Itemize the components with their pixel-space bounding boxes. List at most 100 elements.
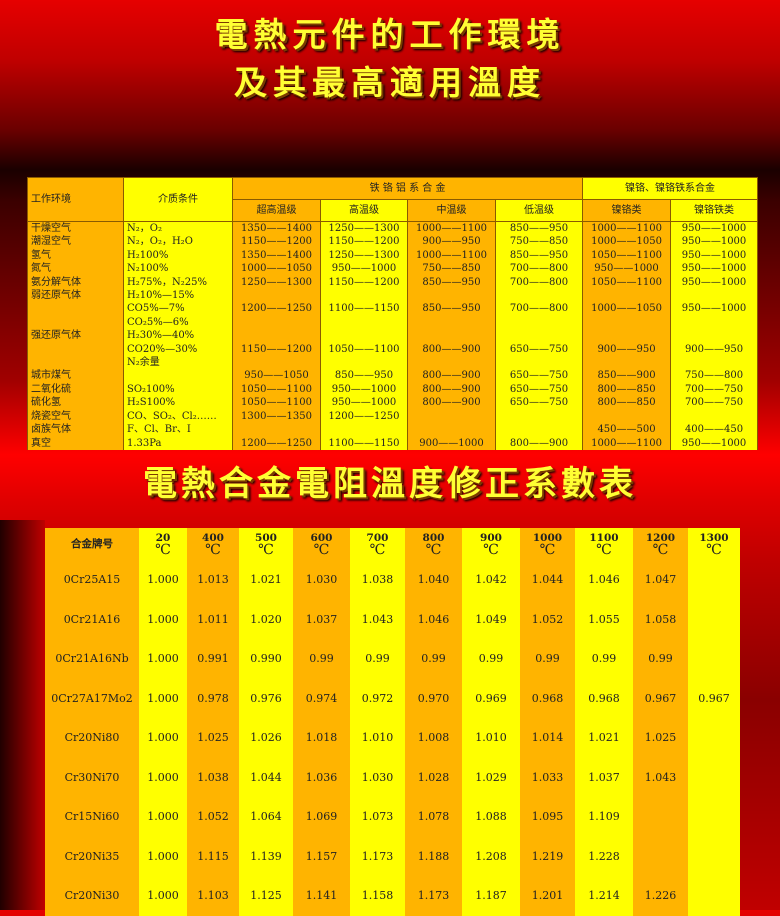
table-row: 卤族气体 F、Cl、Br、I 450——500 400——450: [27, 423, 759, 437]
temperature-cell: 1000——1050: [582, 235, 672, 249]
header-grade: 镍铬类: [582, 199, 672, 222]
coefficient-cell: 1.000: [139, 678, 187, 718]
temperature-cell: [320, 289, 408, 303]
header-nicr-group: 镍铬、镍铬铁系合金: [582, 177, 759, 200]
temperature-cell: 450——500: [582, 423, 672, 437]
table-row: 城市煤气 950——1050 850——950 800——900 650——750 850…: [27, 369, 759, 383]
coefficient-cell: 1.037: [575, 757, 633, 797]
temperature-cell: 1350——1400: [232, 221, 321, 236]
coefficient-cell: 0.99: [633, 639, 688, 679]
coefficient-cell: 1.201: [520, 876, 575, 916]
header-medium: 介质条件: [123, 177, 233, 222]
header-temperature: 700 ℃: [350, 528, 405, 560]
temperature-cell: [582, 329, 672, 343]
coefficient-cell: 1.030: [350, 757, 405, 797]
coefficient-cell: 1.125: [239, 876, 293, 916]
temperature-cell: 400——450: [670, 423, 759, 437]
environment-cell: [27, 315, 124, 330]
celsius-unit: ℃: [205, 542, 221, 558]
coefficient-cell: [688, 599, 740, 639]
temperature-cell: [494, 409, 584, 424]
alloy-grade-cell: Cr30Ni70: [45, 757, 139, 797]
coefficient-cell: 1.038: [187, 757, 239, 797]
temperature-cell: 1150——1200: [320, 275, 408, 290]
coefficient-cell: 1.021: [575, 718, 633, 758]
environment-cell: 弱还原气体: [27, 289, 124, 303]
temperature-cell: [582, 356, 672, 370]
temperature-cell: 850——950: [320, 369, 408, 383]
title-coefficient-table: 電熱合金電阻溫度修正系數表: [143, 464, 637, 504]
temperature-cell: [670, 289, 759, 303]
header-temperature: 1300 ℃: [688, 528, 740, 560]
alloy-grade-cell: Cr20Ni30: [45, 876, 139, 916]
coefficient-cell: 1.033: [520, 757, 575, 797]
temperature-cell: 800——900: [407, 342, 496, 357]
environment-cell: 卤族气体: [27, 423, 124, 437]
coefficient-cell: [688, 639, 740, 679]
coefficient-cell: 0.976: [239, 678, 293, 718]
temperature-cell: 850——900: [582, 369, 672, 383]
coefficient-cell: 1.029: [462, 757, 520, 797]
celsius-unit: ℃: [539, 542, 556, 558]
celsius-unit: ℃: [706, 542, 722, 558]
coefficient-cell: 1.173: [405, 876, 462, 916]
coefficient-cell: [688, 797, 740, 837]
temperature-cell: 700——800: [494, 302, 584, 316]
environment-cell: 氢气: [27, 248, 124, 263]
table-row: 干燥空气 N₂，O₂ 1350——1400 1250——1300 1000——1100 8…: [27, 221, 759, 236]
coefficient-cell: 1.000: [139, 757, 187, 797]
temperature-cell: [320, 329, 408, 343]
coefficient-cell: 1.052: [187, 797, 239, 837]
coefficient-cell: 1.139: [239, 836, 293, 876]
coefficient-cell: 0.99: [462, 639, 520, 679]
alloy-grade-cell: Cr20Ni35: [45, 836, 139, 876]
medium-cell: CO5%—7%: [123, 302, 233, 316]
temperature-cell: 750——850: [494, 235, 584, 249]
coefficient-cell: 1.044: [520, 560, 575, 600]
temperature-cell: 800——900: [494, 436, 584, 450]
table-row: 0Cr27A17Mo2 1.000 0.978 0.976 0.974 0.972 0.97…: [45, 678, 740, 718]
header-grade: 超高温级: [232, 199, 321, 222]
temperature-value: 700: [366, 532, 389, 544]
temperature-cell: 850——950: [407, 275, 496, 290]
temperature-value: 1200: [645, 532, 676, 544]
coefficient-cell: 0.991: [187, 639, 239, 679]
coefficient-cell: 1.109: [575, 797, 633, 837]
coefficient-cell: 1.173: [350, 836, 405, 876]
coefficient-cell: 1.058: [633, 599, 688, 639]
temperature-cell: [320, 356, 408, 370]
temperature-cell: [407, 289, 496, 303]
temperature-cell: 1150——1200: [320, 235, 408, 249]
temperature-value: 900: [480, 532, 502, 544]
header-alloy-grade: 合金牌号: [45, 528, 139, 560]
coefficient-cell: 0.972: [350, 678, 405, 718]
temperature-cell: [320, 423, 408, 437]
temperature-cell: [407, 409, 496, 424]
coefficient-cell: 1.044: [239, 757, 293, 797]
coefficient-cell: 1.095: [520, 797, 575, 837]
temperature-cell: 1000——1100: [407, 248, 496, 263]
coefficient-cell: 1.064: [239, 797, 293, 837]
coefficient-cell: 1.228: [575, 836, 633, 876]
coefficient-cell: 1.021: [239, 560, 293, 600]
header-grade: 中温级: [407, 199, 496, 222]
medium-cell: H₂10%—15%: [123, 289, 233, 303]
celsius-unit: ℃: [425, 542, 442, 558]
temperature-cell: 950——1000: [320, 262, 408, 276]
environment-cell: 氨分解气体: [27, 275, 124, 290]
medium-cell: N₂100%: [123, 262, 233, 276]
temperature-cell: 700——800: [494, 262, 584, 276]
coefficient-cell: [688, 876, 740, 916]
coefficient-cell: 1.188: [405, 836, 462, 876]
table-row: 氮气 N₂100% 1000——1050 950——1000 750——850 700——…: [27, 262, 759, 276]
title-environment-line1: 電熱元件的工作環境: [214, 15, 566, 54]
medium-cell: CO、SO₂、Cl₂……: [123, 409, 233, 424]
temperature-cell: 650——750: [494, 382, 584, 397]
coefficient-cell: 1.046: [575, 560, 633, 600]
coefficient-cell: [633, 797, 688, 837]
temperature-cell: 750——850: [407, 262, 496, 276]
temperature-cell: 950——1000: [670, 262, 759, 276]
temperature-cell: 1100——1150: [320, 302, 408, 316]
header-temperature: 900 ℃: [462, 528, 520, 560]
temperature-cell: [494, 329, 584, 343]
